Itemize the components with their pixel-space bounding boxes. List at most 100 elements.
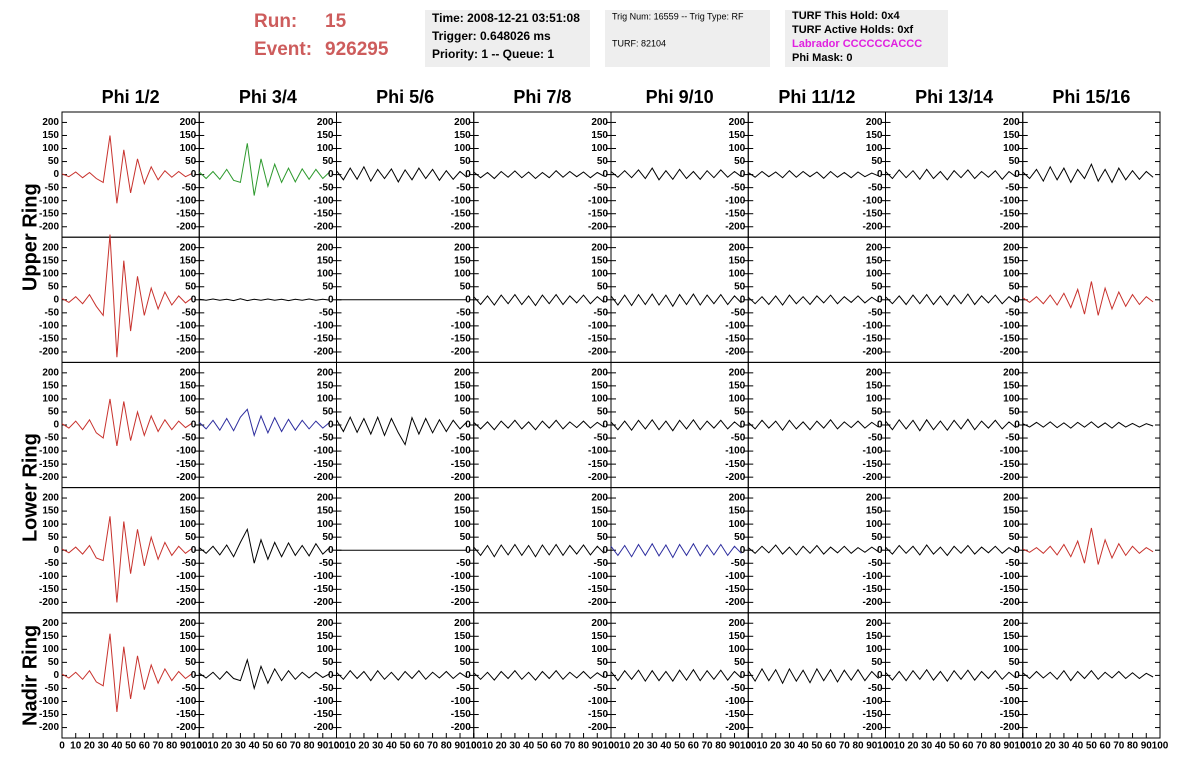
panel: 200 150 100 50 0 -50 -100 -150 -200 [176, 111, 337, 238]
y-tick-label: 0 [1014, 294, 1020, 305]
y-tick-label: -100 [862, 195, 882, 206]
x-tick-label: 30 [1058, 741, 1070, 752]
y-tick-label: 50 [460, 657, 472, 668]
y-tick-label: -50 [594, 558, 609, 569]
x-tick-label: 10 [894, 741, 906, 752]
y-tick-label: -50 [319, 307, 334, 318]
y-tick-label: -100 [588, 321, 608, 332]
event-value: 926295 [325, 39, 389, 60]
y-tick-label: 200 [866, 367, 883, 378]
y-tick-label: 50 [185, 407, 197, 418]
y-tick-label: 150 [42, 381, 59, 392]
y-tick-label: 50 [1009, 532, 1021, 543]
y-tick-label: -50 [182, 182, 197, 193]
x-tick-label: 70 [427, 741, 439, 752]
event-label: Event: [254, 39, 312, 60]
waveform [747, 294, 879, 306]
time-box [425, 10, 590, 67]
y-tick-label: -150 [725, 459, 745, 470]
panel: 200 150 100 50 0 -50 -100 -150 -200 [39, 487, 200, 614]
y-tick-label: 0 [465, 169, 471, 180]
y-tick-label: -100 [588, 696, 608, 707]
y-tick-label: 0 [1014, 169, 1020, 180]
x-tick-label: 70 [564, 741, 576, 752]
y-tick-label: -200 [39, 472, 59, 483]
y-tick-label: -50 [868, 182, 883, 193]
y-tick-label: -200 [1000, 722, 1020, 733]
panel: 200 150 100 50 0 -50 -100 -150 -200 [1000, 236, 1161, 363]
y-tick-label: -150 [862, 459, 882, 470]
panel: 200 150 100 50 0 -50 -100 -150 -200 [862, 487, 1024, 614]
y-tick-label: -50 [1005, 433, 1020, 444]
time-line: Trigger: 0.648026 ms [432, 29, 551, 43]
y-tick-label: 50 [1009, 657, 1021, 668]
y-tick-label: -100 [588, 446, 608, 457]
y-tick-label: 100 [454, 143, 471, 154]
x-tick-label: 100 [1014, 741, 1031, 752]
panel: 200 150 100 50 0 -50 -100 -150 -200 [1000, 487, 1161, 614]
x-tick-label: 60 [688, 741, 700, 752]
y-tick-label: 200 [866, 618, 883, 629]
x-tick-label: 30 [647, 741, 659, 752]
waveform [61, 516, 193, 603]
y-tick-label: 50 [871, 407, 883, 418]
x-tick-label: 40 [386, 741, 398, 752]
y-tick-label: 150 [729, 255, 746, 266]
y-tick-label: -100 [39, 195, 59, 206]
run-value: 15 [325, 11, 347, 32]
waveform [747, 418, 879, 432]
y-tick-label: 100 [729, 268, 746, 279]
y-tick-label: 100 [1003, 143, 1020, 154]
x-tick-label: 40 [798, 741, 810, 752]
column-title: Phi 15/16 [1052, 87, 1130, 107]
y-tick-label: 50 [48, 281, 60, 292]
x-tick-label: 30 [921, 741, 933, 752]
y-tick-label: -100 [1000, 696, 1020, 707]
y-tick-label: -100 [176, 195, 196, 206]
y-tick-label: 50 [734, 407, 746, 418]
y-tick-label: 100 [180, 268, 197, 279]
y-tick-label: -100 [176, 446, 196, 457]
y-tick-label: 100 [591, 519, 608, 530]
y-tick-label: 150 [866, 255, 883, 266]
y-tick-label: -200 [39, 347, 59, 358]
run-label: Run: [254, 11, 297, 32]
y-tick-label: -150 [39, 584, 59, 595]
y-tick-label: -200 [862, 722, 882, 733]
y-tick-label: 0 [328, 545, 334, 556]
y-tick-label: -50 [731, 683, 746, 694]
y-tick-label: -200 [313, 472, 333, 483]
panel: 200 150 100 50 0 -50 -100 -150 -200 [725, 111, 886, 238]
x-tick-label: 10 [756, 741, 768, 752]
waveform [748, 169, 879, 179]
y-tick-label: -100 [39, 321, 59, 332]
y-tick-label: 200 [180, 367, 197, 378]
y-tick-label: -200 [862, 597, 882, 608]
y-tick-label: -150 [862, 709, 882, 720]
y-tick-label: -200 [588, 722, 608, 733]
panel: 200 150 100 50 0 -50 -100 -150 -200 [313, 111, 475, 238]
y-tick-label: 150 [454, 631, 471, 642]
y-tick-label: 100 [591, 394, 608, 405]
y-tick-label: 200 [454, 117, 471, 128]
y-tick-label: 50 [871, 281, 883, 292]
y-tick-label: -100 [451, 321, 471, 332]
y-tick-label: 50 [734, 532, 746, 543]
y-tick-label: 150 [42, 506, 59, 517]
waveform [610, 542, 742, 559]
waveform [198, 408, 330, 438]
x-tick-label: 70 [290, 741, 302, 752]
y-tick-label: -100 [451, 571, 471, 582]
x-tick-label: 80 [1127, 741, 1139, 752]
trig-line: Trig Num: 16559 -- Trig Type: RF [612, 11, 744, 21]
x-tick-label: 80 [852, 741, 864, 752]
y-tick-label: -100 [1000, 195, 1020, 206]
column-title: Phi 1/2 [102, 87, 160, 107]
y-tick-label: -200 [1000, 221, 1020, 232]
x-tick-label: 90 [729, 741, 741, 752]
x-tick-label: 20 [84, 741, 96, 752]
waveform [61, 398, 193, 446]
x-tick-label: 60 [1100, 741, 1112, 752]
